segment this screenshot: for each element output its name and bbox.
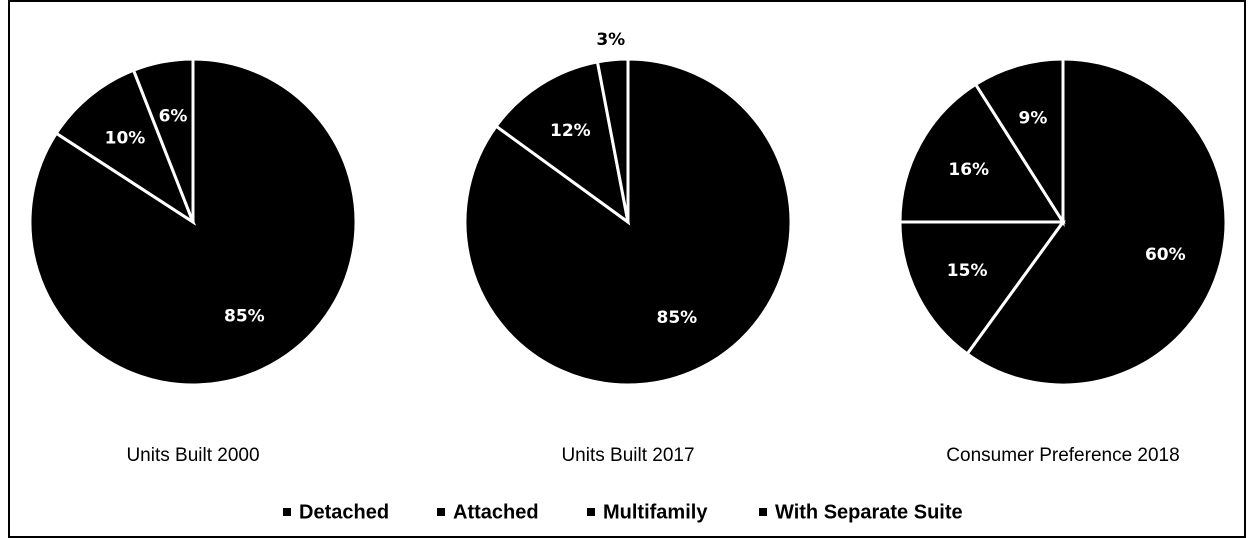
slice-label: 6%: [159, 106, 188, 126]
legend-marker: [759, 508, 767, 516]
pie-slice: [131, 57, 195, 223]
slice-label: 12%: [550, 121, 591, 141]
slice-label: 60%: [1145, 245, 1186, 265]
pie-slice: [494, 60, 631, 226]
legend-marker: [587, 508, 595, 516]
legend-label: Detached: [299, 501, 389, 523]
legend-marker: [283, 508, 291, 516]
legend-label: Attached: [453, 501, 539, 523]
slice-label: 10%: [105, 129, 146, 149]
slice-label: 9%: [1019, 109, 1048, 129]
pie-slice: [28, 57, 358, 387]
slice-label: 15%: [947, 261, 988, 281]
legend-marker: [437, 508, 445, 516]
pie-title: Units Built 2017: [561, 445, 694, 466]
pie-slice: [965, 57, 1228, 387]
pie-title: Units Built 2000: [126, 445, 259, 466]
pie-slice: [898, 82, 1066, 224]
pie-slice: [898, 220, 1066, 356]
slice-label: 85%: [224, 307, 265, 327]
slice-label: 85%: [656, 308, 697, 328]
pie-slice: [595, 57, 630, 223]
slice-label: 3%: [596, 30, 625, 50]
pie-slice: [973, 57, 1065, 228]
pie-title: Consumer Preference 2018: [946, 445, 1179, 466]
legend-label: With Separate Suite: [775, 501, 963, 523]
pie-slice: [54, 68, 197, 226]
slice-label: 16%: [948, 160, 989, 180]
legend-label: Multifamily: [603, 501, 708, 523]
